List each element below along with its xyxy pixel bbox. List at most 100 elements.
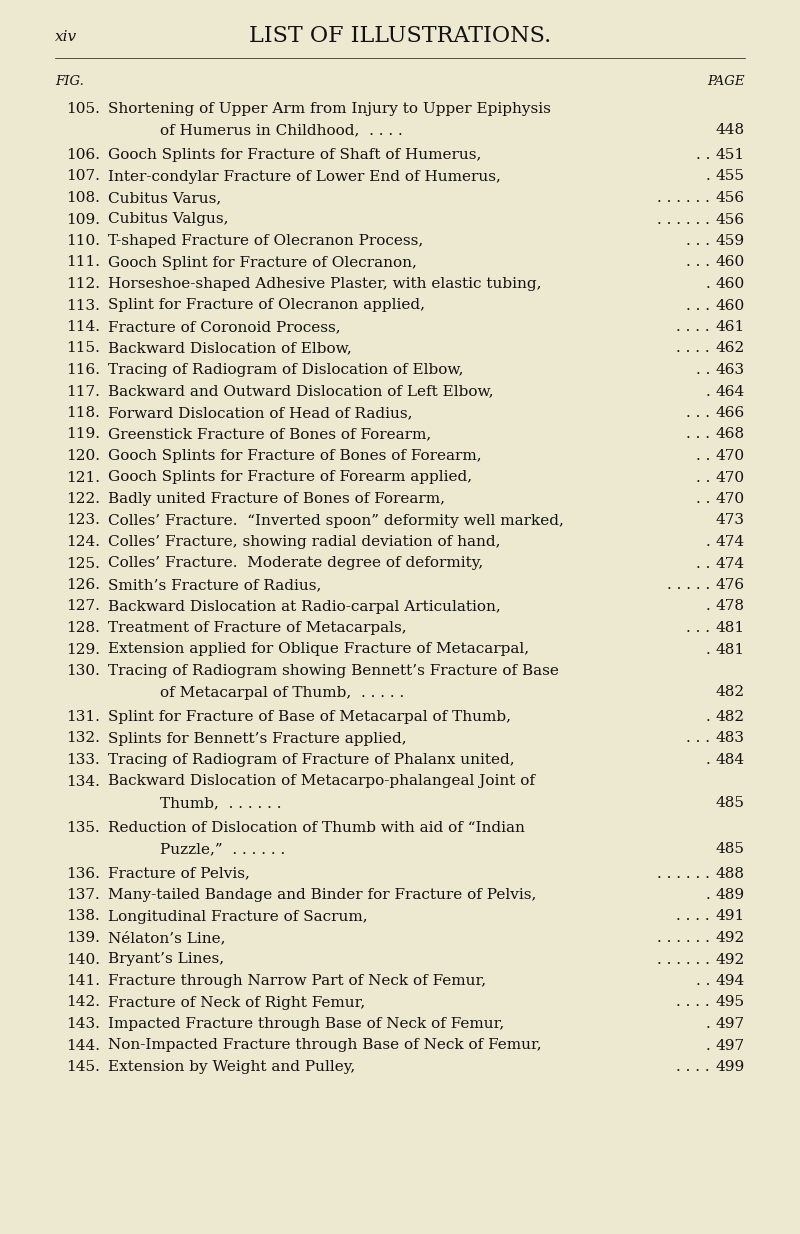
Text: 478: 478 xyxy=(716,600,745,613)
Text: 121.: 121. xyxy=(66,470,100,485)
Text: Extension applied for Oblique Fracture of Metacarpal,: Extension applied for Oblique Fracture o… xyxy=(108,643,529,656)
Text: 456: 456 xyxy=(716,212,745,227)
Text: FIG.: FIG. xyxy=(55,75,84,88)
Text: 448: 448 xyxy=(716,123,745,137)
Text: . . .: . . . xyxy=(686,732,710,745)
Text: . . . . . .: . . . . . . xyxy=(657,212,710,227)
Text: . . .: . . . xyxy=(686,427,710,442)
Text: 112.: 112. xyxy=(66,276,100,291)
Text: Fracture through Narrow Part of Neck of Femur,: Fracture through Narrow Part of Neck of … xyxy=(108,974,486,988)
Text: 126.: 126. xyxy=(66,578,100,592)
Text: Non-Impacted Fracture through Base of Neck of Femur,: Non-Impacted Fracture through Base of Ne… xyxy=(108,1039,542,1053)
Text: Splint for Fracture of Base of Metacarpal of Thumb,: Splint for Fracture of Base of Metacarpa… xyxy=(108,710,511,724)
Text: 456: 456 xyxy=(716,191,745,205)
Text: . .: . . xyxy=(696,492,710,506)
Text: 130.: 130. xyxy=(66,664,100,677)
Text: Treatment of Fracture of Metacarpals,: Treatment of Fracture of Metacarpals, xyxy=(108,621,406,636)
Text: Forward Dislocation of Head of Radius,: Forward Dislocation of Head of Radius, xyxy=(108,406,413,420)
Text: 124.: 124. xyxy=(66,536,100,549)
Text: . .: . . xyxy=(696,363,710,378)
Text: Smith’s Fracture of Radius,: Smith’s Fracture of Radius, xyxy=(108,578,322,592)
Text: 114.: 114. xyxy=(66,320,100,334)
Text: 132.: 132. xyxy=(66,732,100,745)
Text: . . .: . . . xyxy=(686,234,710,248)
Text: 499: 499 xyxy=(716,1060,745,1074)
Text: 462: 462 xyxy=(716,342,745,355)
Text: . . .: . . . xyxy=(686,299,710,312)
Text: Bryant’s Lines,: Bryant’s Lines, xyxy=(108,953,224,966)
Text: 470: 470 xyxy=(716,470,745,485)
Text: . . . . . .: . . . . . . xyxy=(657,191,710,205)
Text: 119.: 119. xyxy=(66,427,100,442)
Text: 118.: 118. xyxy=(66,406,100,420)
Text: Backward Dislocation of Metacarpo-phalangeal Joint of: Backward Dislocation of Metacarpo-phalan… xyxy=(108,775,535,789)
Text: 135.: 135. xyxy=(66,821,100,834)
Text: 113.: 113. xyxy=(66,299,100,312)
Text: of Metacarpal of Thumb,  . . . . .: of Metacarpal of Thumb, . . . . . xyxy=(160,686,404,700)
Text: 122.: 122. xyxy=(66,492,100,506)
Text: Gooch Splint for Fracture of Olecranon,: Gooch Splint for Fracture of Olecranon, xyxy=(108,255,417,269)
Text: . .: . . xyxy=(696,974,710,988)
Text: 470: 470 xyxy=(716,492,745,506)
Text: 470: 470 xyxy=(716,449,745,463)
Text: Fracture of Neck of Right Femur,: Fracture of Neck of Right Femur, xyxy=(108,996,366,1009)
Text: 460: 460 xyxy=(716,299,745,312)
Text: T-shaped Fracture of Olecranon Process,: T-shaped Fracture of Olecranon Process, xyxy=(108,234,423,248)
Text: .: . xyxy=(706,888,710,902)
Text: Cubitus Varus,: Cubitus Varus, xyxy=(108,191,222,205)
Text: 108.: 108. xyxy=(66,191,100,205)
Text: .: . xyxy=(706,753,710,768)
Text: 497: 497 xyxy=(716,1017,745,1030)
Text: . . . . . .: . . . . . . xyxy=(657,953,710,966)
Text: Splints for Bennett’s Fracture applied,: Splints for Bennett’s Fracture applied, xyxy=(108,732,406,745)
Text: . . . .: . . . . xyxy=(676,320,710,334)
Text: .: . xyxy=(706,169,710,184)
Text: 488: 488 xyxy=(716,866,745,881)
Text: of Humerus in Childhood,  . . . .: of Humerus in Childhood, . . . . xyxy=(160,123,402,137)
Text: 459: 459 xyxy=(716,234,745,248)
Text: 127.: 127. xyxy=(66,600,100,613)
Text: . .: . . xyxy=(696,449,710,463)
Text: Fracture of Coronoid Process,: Fracture of Coronoid Process, xyxy=(108,320,341,334)
Text: . . . . . .: . . . . . . xyxy=(657,866,710,881)
Text: 144.: 144. xyxy=(66,1039,100,1053)
Text: 482: 482 xyxy=(716,710,745,724)
Text: . .: . . xyxy=(696,148,710,162)
Text: . . .: . . . xyxy=(686,255,710,269)
Text: Colles’ Fracture.  Moderate degree of deformity,: Colles’ Fracture. Moderate degree of def… xyxy=(108,557,483,570)
Text: Nélaton’s Line,: Nélaton’s Line, xyxy=(108,930,226,945)
Text: 134.: 134. xyxy=(66,775,100,789)
Text: Shortening of Upper Arm from Injury to Upper Epiphysis: Shortening of Upper Arm from Injury to U… xyxy=(108,102,551,116)
Text: 123.: 123. xyxy=(66,513,100,527)
Text: Extension by Weight and Pulley,: Extension by Weight and Pulley, xyxy=(108,1060,355,1074)
Text: 117.: 117. xyxy=(66,385,100,399)
Text: . . . . . .: . . . . . . xyxy=(657,930,710,945)
Text: xiv: xiv xyxy=(55,30,77,44)
Text: 125.: 125. xyxy=(66,557,100,570)
Text: .: . xyxy=(706,385,710,399)
Text: 145.: 145. xyxy=(66,1060,100,1074)
Text: 483: 483 xyxy=(716,732,745,745)
Text: 138.: 138. xyxy=(66,909,100,923)
Text: Badly united Fracture of Bones of Forearm,: Badly united Fracture of Bones of Forear… xyxy=(108,492,445,506)
Text: 482: 482 xyxy=(716,686,745,700)
Text: 106.: 106. xyxy=(66,148,100,162)
Text: Tracing of Radiogram of Dislocation of Elbow,: Tracing of Radiogram of Dislocation of E… xyxy=(108,363,463,378)
Text: LIST OF ILLUSTRATIONS.: LIST OF ILLUSTRATIONS. xyxy=(249,25,551,47)
Text: Many-tailed Bandage and Binder for Fracture of Pelvis,: Many-tailed Bandage and Binder for Fract… xyxy=(108,888,536,902)
Text: .: . xyxy=(706,643,710,656)
Text: 110.: 110. xyxy=(66,234,100,248)
Text: 468: 468 xyxy=(716,427,745,442)
Text: 460: 460 xyxy=(716,276,745,291)
Text: 109.: 109. xyxy=(66,212,100,227)
Text: 474: 474 xyxy=(716,536,745,549)
Text: Gooch Splints for Fracture of Forearm applied,: Gooch Splints for Fracture of Forearm ap… xyxy=(108,470,472,485)
Text: . . . .: . . . . xyxy=(676,996,710,1009)
Text: Gooch Splints for Fracture of Bones of Forearm,: Gooch Splints for Fracture of Bones of F… xyxy=(108,449,482,463)
Text: 129.: 129. xyxy=(66,643,100,656)
Text: Horseshoe-shaped Adhesive Plaster, with elastic tubing,: Horseshoe-shaped Adhesive Plaster, with … xyxy=(108,276,542,291)
Text: Cubitus Valgus,: Cubitus Valgus, xyxy=(108,212,229,227)
Text: 492: 492 xyxy=(716,953,745,966)
Text: 455: 455 xyxy=(716,169,745,184)
Text: .: . xyxy=(706,600,710,613)
